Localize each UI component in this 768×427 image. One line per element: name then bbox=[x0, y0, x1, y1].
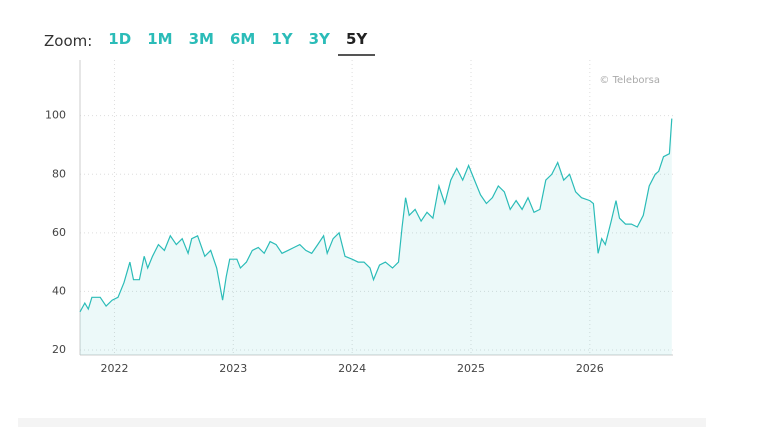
y-tick-label: 80 bbox=[52, 167, 66, 180]
zoom-option[interactable]: 5Y bbox=[337, 26, 376, 56]
x-tick-label: 2023 bbox=[219, 362, 247, 375]
x-tick-label: 2025 bbox=[457, 362, 485, 375]
footer-strip bbox=[18, 418, 706, 427]
zoom-option[interactable]: 3Y bbox=[308, 30, 330, 48]
zoom-label: Zoom: bbox=[44, 32, 93, 50]
x-tick-label: 2022 bbox=[100, 362, 128, 375]
x-tick-label: 2024 bbox=[338, 362, 366, 375]
series-line bbox=[79, 118, 673, 313]
y-tick-label: 100 bbox=[45, 109, 66, 122]
y-tick-label: 20 bbox=[52, 343, 66, 356]
zoom-option[interactable]: 3M bbox=[188, 30, 214, 48]
series-area bbox=[80, 118, 672, 355]
y-tick-label: 60 bbox=[52, 226, 66, 239]
zoom-option[interactable]: 1M bbox=[147, 30, 173, 48]
zoom-bar: Zoom: 1D 1M 3M 6M 1Y 3Y 5Y bbox=[44, 26, 376, 56]
x-tick-label: 2026 bbox=[576, 362, 604, 375]
zoom-option[interactable]: 1Y bbox=[271, 30, 293, 48]
zoom-option[interactable]: 1D bbox=[108, 30, 132, 48]
credit: © Teleborsa bbox=[599, 75, 660, 86]
y-tick-label: 40 bbox=[52, 284, 66, 297]
zoom-option[interactable]: 6M bbox=[229, 30, 256, 48]
